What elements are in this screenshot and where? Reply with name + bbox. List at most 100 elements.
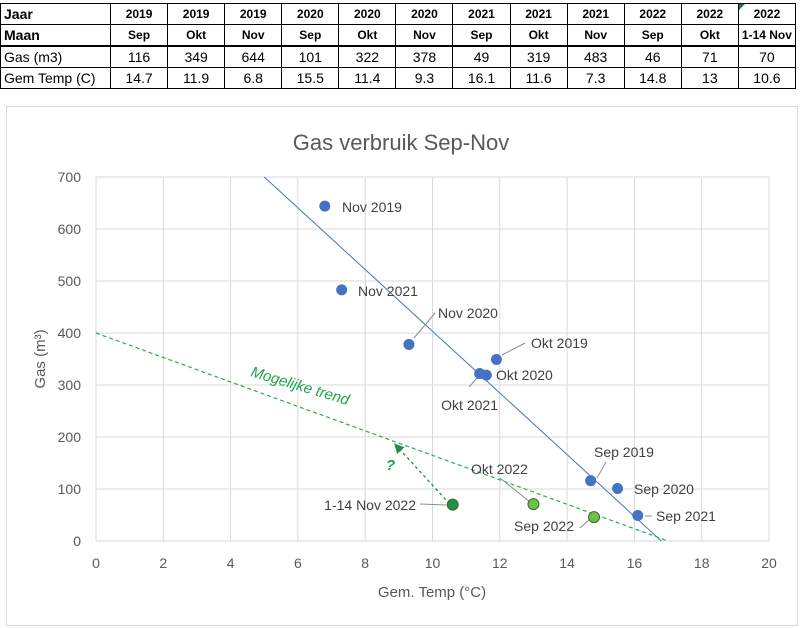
x-tick-label: 12 bbox=[492, 555, 508, 571]
table-cell: 2020 bbox=[395, 3, 454, 25]
row-label: Maan bbox=[0, 24, 111, 47]
data-point bbox=[632, 510, 644, 522]
x-tick-label: 20 bbox=[761, 555, 777, 571]
table-cell: Sep bbox=[623, 24, 682, 47]
table-cell: 70 bbox=[737, 45, 797, 68]
lines bbox=[95, 176, 669, 542]
table-cell: 2019 bbox=[224, 3, 283, 25]
table-cell: Nov bbox=[395, 24, 454, 47]
table-body: Jaar 2019 2019 2019 2020 2020 2020 2021 2021 2021… bbox=[0, 3, 797, 89]
x-tick-label: 2 bbox=[159, 555, 167, 571]
table-row: Gas (m3) 116 349 644 101 322 378 49 319 483 46 71 70 bbox=[0, 45, 797, 68]
table-cell: 2020 bbox=[281, 3, 340, 25]
table-cell: Sep bbox=[109, 24, 169, 47]
y-tick-label: 200 bbox=[58, 429, 82, 445]
leader-line bbox=[596, 461, 607, 479]
y-tick-label: 600 bbox=[58, 221, 82, 237]
table-cell: 10.6 bbox=[737, 67, 797, 89]
x-axis-title: Gem. Temp (°C) bbox=[378, 584, 486, 601]
x-tick-label: 10 bbox=[425, 555, 441, 571]
table-row: Gem Temp (C) 14.7 11.9 6.8 15.5 11.4 9.3 16.1 11… bbox=[0, 67, 797, 89]
y-tick-label: 400 bbox=[58, 325, 82, 341]
data-label: Okt 2019 bbox=[531, 335, 588, 351]
data-point bbox=[480, 369, 492, 381]
table-cell: Okt bbox=[338, 24, 397, 47]
data-label: Sep 2020 bbox=[634, 481, 694, 497]
y-tick-label: 700 bbox=[58, 169, 82, 185]
x-tick-label: 16 bbox=[627, 555, 643, 571]
x-tick-label: 18 bbox=[694, 555, 710, 571]
leader-lines bbox=[413, 312, 652, 529]
data-point bbox=[319, 200, 331, 212]
row-label: Jaar bbox=[0, 3, 111, 25]
table-cell: 2020 bbox=[338, 3, 397, 25]
table-cell: 2021 bbox=[452, 3, 511, 25]
data-label: Sep 2022 bbox=[514, 518, 574, 534]
data-point bbox=[527, 498, 540, 511]
table-row: Jaar 2019 2019 2019 2020 2020 2020 2021 2021 2021… bbox=[0, 3, 797, 25]
data-label: Sep 2021 bbox=[656, 508, 716, 524]
data-point bbox=[585, 475, 597, 487]
data-point bbox=[588, 511, 601, 524]
table-cell: Okt bbox=[680, 24, 739, 47]
table-cell: 11.6 bbox=[509, 67, 568, 89]
fit-line bbox=[263, 176, 662, 542]
data-point bbox=[446, 498, 459, 511]
table-cell: 2022 bbox=[623, 3, 682, 25]
point-labels: Mogelijke trend? Nov 2019 Nov 2021 Nov 2020… bbox=[249, 199, 716, 534]
leader-line bbox=[419, 503, 447, 506]
row-label: Gem Temp (C) bbox=[0, 67, 111, 89]
question-mark-label: ? bbox=[386, 457, 395, 474]
data-label: Okt 2022 bbox=[471, 461, 528, 477]
data-points bbox=[319, 200, 644, 524]
table-cell: 2022 bbox=[680, 3, 739, 25]
data-label: Okt 2020 bbox=[496, 367, 553, 383]
x-tick-label: 0 bbox=[92, 555, 100, 571]
x-tick-label: 8 bbox=[361, 555, 369, 571]
table-cell: 378 bbox=[395, 45, 454, 68]
table-cell: Okt bbox=[509, 24, 568, 47]
trend-line bbox=[95, 332, 669, 542]
table-cell: 9.3 bbox=[395, 67, 454, 89]
table-cell: 11.4 bbox=[338, 67, 397, 89]
y-tick-label: 500 bbox=[58, 273, 82, 289]
data-point bbox=[612, 482, 624, 494]
data-label: Nov 2021 bbox=[358, 283, 418, 299]
data-point bbox=[490, 354, 502, 366]
data-label: Sep 2019 bbox=[594, 444, 654, 460]
y-tick-label: 300 bbox=[58, 377, 82, 393]
table-cell: 2022 bbox=[737, 3, 797, 25]
table-row: Maan Sep Okt Nov Sep Okt Nov Sep Okt Nov Sep Okt 1-1… bbox=[0, 24, 797, 47]
table-cell: Sep bbox=[281, 24, 340, 47]
table-cell: 1-14 Nov bbox=[737, 24, 797, 47]
table-cell: 2019 bbox=[167, 3, 226, 25]
table-cell: 15.5 bbox=[281, 67, 340, 89]
data-label: Nov 2020 bbox=[438, 305, 498, 321]
data-point bbox=[336, 284, 348, 296]
table-cell: 11.9 bbox=[167, 67, 226, 89]
leader-line bbox=[579, 518, 591, 529]
table-cell: Sep bbox=[452, 24, 511, 47]
x-tick-label: 14 bbox=[559, 555, 575, 571]
table-cell: 14.8 bbox=[623, 67, 682, 89]
data-label: Nov 2019 bbox=[342, 199, 402, 215]
y-axis-title: Gas (m³) bbox=[32, 329, 49, 388]
y-tick-label: 0 bbox=[73, 533, 81, 549]
trend-label: Mogelijke trend bbox=[249, 364, 352, 410]
data-table: Jaar 2019 2019 2019 2020 2020 2020 2021 2021 2021… bbox=[0, 3, 797, 89]
leader-line bbox=[468, 377, 478, 388]
arrow-line bbox=[394, 443, 447, 501]
data-point bbox=[403, 338, 415, 350]
chart-frame bbox=[6, 106, 798, 626]
y-tick-label: 100 bbox=[58, 481, 82, 497]
table-cell: Nov bbox=[566, 24, 625, 47]
leader-line bbox=[501, 342, 526, 356]
table-cell: 7.3 bbox=[566, 67, 625, 89]
data-label: 1-14 Nov 2022 bbox=[324, 497, 416, 513]
leader-line bbox=[413, 312, 436, 339]
data-label: Okt 2021 bbox=[441, 397, 498, 413]
table-cell: Okt bbox=[167, 24, 226, 47]
table-cell: 2021 bbox=[566, 3, 625, 25]
